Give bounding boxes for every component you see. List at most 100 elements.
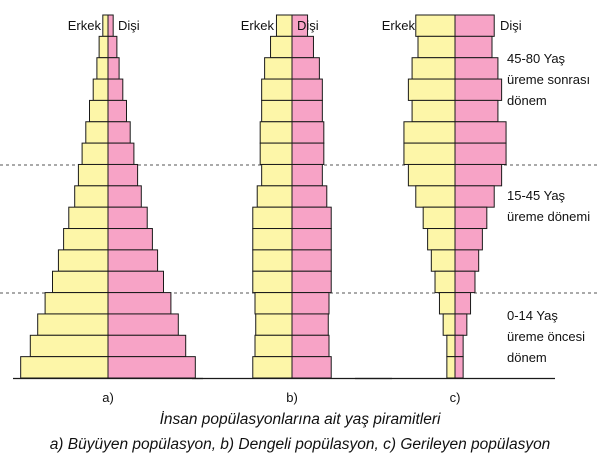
male-bar <box>77 163 109 187</box>
female-bar <box>454 163 503 187</box>
male-bar <box>411 57 456 80</box>
female-bar <box>107 334 187 358</box>
male-bar <box>252 356 293 379</box>
female-bar <box>291 228 332 251</box>
female-bar <box>107 206 148 230</box>
pyramid-b-female-label: Dişi <box>297 18 319 33</box>
male-bar <box>415 14 456 37</box>
pyramid-a-female-label: Dişi <box>118 18 140 33</box>
female-bar <box>454 228 483 251</box>
female-bar <box>291 163 323 187</box>
male-bar <box>415 185 456 208</box>
male-bar <box>403 121 456 144</box>
female-bar <box>291 142 325 165</box>
male-bar <box>275 14 293 37</box>
pyramids <box>13 14 555 380</box>
age-group-old-line1: 45-80 Yaş <box>507 51 566 66</box>
male-bar <box>434 270 456 294</box>
female-bar <box>454 206 488 230</box>
female-bar <box>454 334 464 358</box>
male-bar <box>252 228 293 251</box>
female-bar <box>291 57 320 80</box>
pyramid-b <box>192 14 392 380</box>
female-bar <box>291 249 332 272</box>
pyramid-a-male-label: Erkek <box>68 18 102 33</box>
male-bar <box>270 35 293 59</box>
female-bar <box>454 121 507 144</box>
female-bar <box>107 14 114 37</box>
female-bar <box>291 270 332 294</box>
female-bar <box>454 356 464 379</box>
male-bar <box>74 185 109 208</box>
female-bar <box>454 142 507 165</box>
female-bar <box>107 78 124 101</box>
male-bar <box>92 78 109 101</box>
age-group-old-line2: üreme sonrası <box>507 72 590 87</box>
pyramid-a <box>13 14 203 380</box>
female-bar <box>454 78 503 101</box>
female-bar <box>107 121 131 144</box>
male-bar <box>85 121 109 144</box>
male-bar <box>52 270 109 294</box>
male-bar <box>68 206 109 230</box>
female-bar <box>107 99 127 123</box>
male-bar <box>438 292 456 315</box>
age-group-adult-line2: üreme dönemi <box>507 209 590 224</box>
female-bar <box>291 121 325 144</box>
female-bar <box>454 57 499 80</box>
male-bar <box>417 35 456 59</box>
male-bar <box>442 313 456 336</box>
female-bar <box>107 356 196 379</box>
age-group-young-line3: dönem <box>507 350 547 365</box>
male-bar <box>254 334 293 358</box>
male-bar <box>259 121 293 144</box>
male-bar <box>411 99 456 123</box>
male-bar <box>427 228 456 251</box>
pyramid-c-label: c) <box>450 390 461 405</box>
male-bar <box>446 356 456 379</box>
female-bar <box>291 334 330 358</box>
male-bar <box>261 163 293 187</box>
age-group-young-line1: 0-14 Yaş <box>507 308 558 323</box>
female-bar <box>107 57 120 80</box>
male-bar <box>252 270 293 294</box>
female-bar <box>454 292 472 315</box>
female-bar <box>454 249 480 272</box>
female-bar <box>454 35 493 59</box>
pyramid-c <box>355 14 555 380</box>
female-bar <box>107 163 139 187</box>
male-bar <box>63 228 109 251</box>
male-bar <box>29 334 109 358</box>
female-bar <box>107 249 159 272</box>
age-group-young-line2: üreme öncesi <box>507 329 585 344</box>
age-group-old-line3: dönem <box>507 93 547 108</box>
male-bar <box>252 206 293 230</box>
female-bar <box>107 35 118 59</box>
pyramid-b-male-label: Erkek <box>241 18 275 33</box>
figure-caption-subtitle: a) Büyüyen popülasyon, b) Dengeli popüla… <box>49 436 551 453</box>
female-bar <box>291 356 332 379</box>
male-bar <box>252 249 293 272</box>
female-bar <box>291 78 323 101</box>
male-bar <box>407 163 456 187</box>
male-bar <box>37 313 109 336</box>
male-bar <box>255 313 293 336</box>
male-bar <box>430 249 456 272</box>
female-bar <box>454 313 468 336</box>
pyramid-c-male-label: Erkek <box>382 18 416 33</box>
male-bar <box>407 78 456 101</box>
female-bar <box>107 270 164 294</box>
male-bar <box>261 99 293 123</box>
female-bar <box>454 14 495 37</box>
female-bar <box>454 270 476 294</box>
age-group-adult-line1: 15-45 Yaş <box>507 188 566 203</box>
female-bar <box>291 35 314 59</box>
male-bar <box>20 356 109 379</box>
female-bar <box>107 313 179 336</box>
female-bar <box>107 292 172 315</box>
pyramid-a-label: a) <box>102 390 114 405</box>
female-bar <box>291 99 323 123</box>
male-bar <box>446 334 456 358</box>
male-bar <box>403 142 456 165</box>
male-bar <box>57 249 109 272</box>
